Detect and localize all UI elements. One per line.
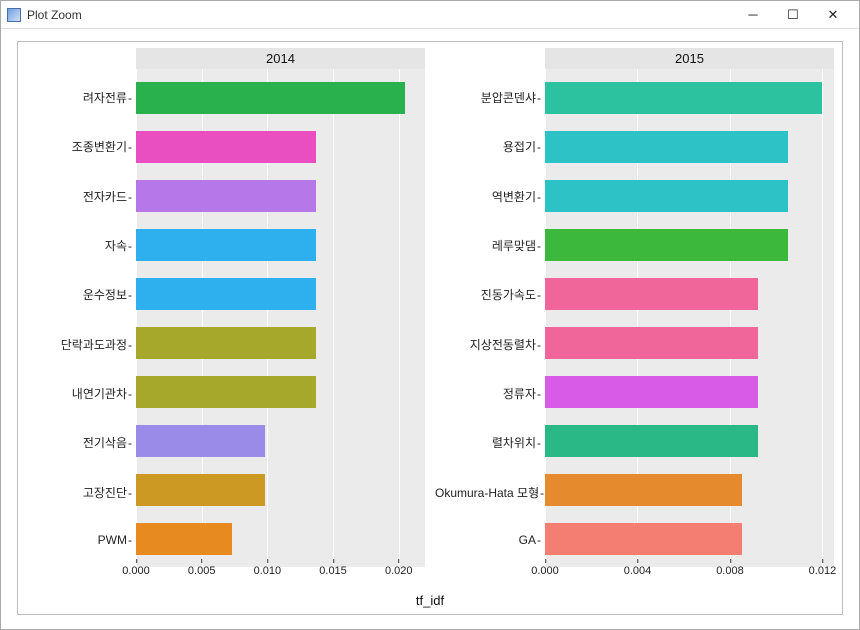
bar — [136, 374, 425, 410]
x-axis-label-row: tf_idf — [18, 593, 842, 614]
y-tick-label: GA — [435, 533, 545, 547]
y-tick-label: 운수정보 — [26, 286, 136, 303]
y-tick-label: Okumura-Hata 모형 — [435, 484, 545, 501]
bar — [136, 178, 425, 214]
x-tick-label: 0.004 — [624, 565, 652, 577]
plot-area-2014 — [136, 69, 425, 567]
bar — [545, 80, 834, 116]
x-tick-label: 0.015 — [319, 565, 347, 577]
y-tick-label: 레루맞댐 — [435, 237, 545, 254]
bar — [136, 521, 425, 557]
bar — [136, 472, 425, 508]
bar — [545, 325, 834, 361]
app-icon — [7, 8, 21, 22]
y-axis-labels-2014: 려자전류조종변환기전자카드자속운수정보단락과도과정내연기관차전기삭음고장진단 PW… — [26, 69, 136, 567]
y-tick-label: 자속 — [26, 237, 136, 254]
bar — [545, 276, 834, 312]
plot-area-2015 — [545, 69, 834, 567]
bar — [545, 423, 834, 459]
y-tick-label: 지상전동렬차 — [435, 336, 545, 353]
maximize-button[interactable]: ☐ — [773, 3, 813, 27]
y-tick-label: 분압콘덴샤 — [435, 89, 545, 106]
y-tick-label: 렬차위치 — [435, 434, 545, 451]
bar — [136, 80, 425, 116]
facet-strip-2014: 2014 — [136, 48, 425, 69]
x-tick-label: 0.008 — [716, 565, 744, 577]
bar — [545, 178, 834, 214]
y-tick-label: 내연기관차 — [26, 385, 136, 402]
x-tick-label: 0.000 — [531, 565, 559, 577]
x-axis-2015: 0.0000.0040.0080.012 — [545, 567, 834, 593]
y-tick-label: 단락과도과정 — [26, 336, 136, 353]
x-axis-2014: 0.0000.0050.0100.0150.020 — [136, 567, 425, 593]
bar — [136, 227, 425, 263]
bar — [545, 521, 834, 557]
y-tick-label: 려자전류 — [26, 89, 136, 106]
x-tick-label: 0.005 — [188, 565, 216, 577]
bar — [545, 227, 834, 263]
bar — [545, 374, 834, 410]
bar — [545, 129, 834, 165]
x-tick-label: 0.010 — [254, 565, 282, 577]
window-controls: ─ ☐ ✕ — [733, 3, 853, 27]
y-tick-label: 진동가속도 — [435, 286, 545, 303]
x-axis-label: tf_idf — [416, 593, 444, 608]
close-button[interactable]: ✕ — [813, 3, 853, 27]
x-tick-label: 0.020 — [385, 565, 413, 577]
y-tick-label: 역변환기 — [435, 188, 545, 205]
window-frame: Plot Zoom ─ ☐ ✕ 2014 려자전류조종변환기전자카드자속운수정보… — [0, 0, 860, 630]
y-tick-label: 용접기 — [435, 138, 545, 155]
minimize-button[interactable]: ─ — [733, 3, 773, 27]
bar — [136, 423, 425, 459]
panel-2014: 2014 려자전류조종변환기전자카드자속운수정보단락과도과정내연기관차전기삭음고… — [26, 48, 425, 593]
facet-strip-2015: 2015 — [545, 48, 834, 69]
bar — [136, 129, 425, 165]
y-tick-label: 전기삭음 — [26, 434, 136, 451]
facet-panels: 2014 려자전류조종변환기전자카드자속운수정보단락과도과정내연기관차전기삭음고… — [18, 42, 842, 593]
panel-2015: 2015 분압콘덴샤용접기역변환기레루맞댐진동가속도지상전동렬차정류자렬차위치 O… — [435, 48, 834, 593]
x-tick-label: 0.000 — [122, 565, 150, 577]
y-tick-label: 정류자 — [435, 385, 545, 402]
y-tick-label: PWM — [26, 533, 136, 547]
bar — [136, 325, 425, 361]
y-tick-label: 전자카드 — [26, 188, 136, 205]
bar — [545, 472, 834, 508]
titlebar: Plot Zoom ─ ☐ ✕ — [1, 1, 859, 29]
plot-frame: 2014 려자전류조종변환기전자카드자속운수정보단락과도과정내연기관차전기삭음고… — [17, 41, 843, 615]
y-axis-labels-2015: 분압콘덴샤용접기역변환기레루맞댐진동가속도지상전동렬차정류자렬차위치 Okumur… — [435, 69, 545, 567]
y-tick-label: 고장진단 — [26, 484, 136, 501]
x-tick-label: 0.012 — [809, 565, 837, 577]
window-title: Plot Zoom — [27, 8, 82, 22]
y-tick-label: 조종변환기 — [26, 138, 136, 155]
bar — [136, 276, 425, 312]
